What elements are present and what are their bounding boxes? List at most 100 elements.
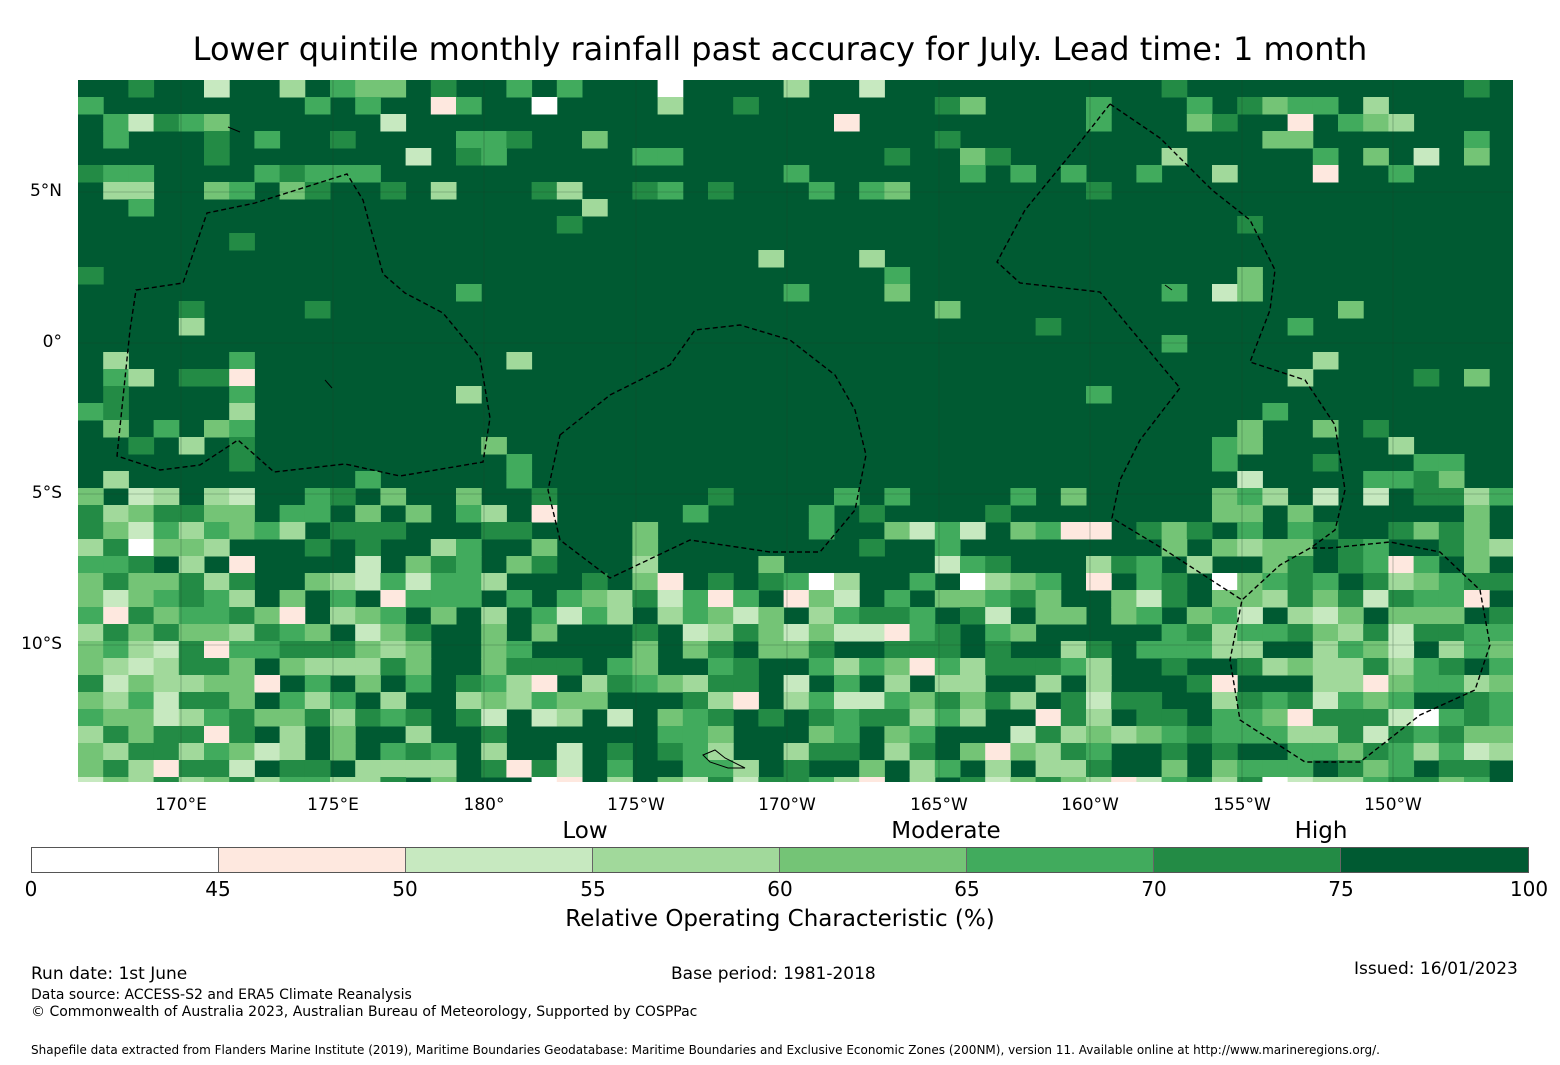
map-cell — [254, 641, 281, 659]
map-cell — [153, 675, 180, 693]
map-cell — [934, 675, 961, 693]
map-cell — [254, 624, 281, 642]
map-cell — [1237, 284, 1263, 302]
map-cell — [884, 624, 911, 642]
map-cell — [708, 726, 734, 744]
map-cell — [229, 352, 255, 370]
map-cell — [934, 658, 961, 676]
map-cell — [330, 658, 356, 676]
map-cell — [834, 777, 860, 782]
map-cell — [1312, 420, 1339, 438]
map-cell — [808, 573, 835, 591]
map-cell — [355, 607, 381, 625]
map-cell — [204, 573, 230, 591]
map-cell — [1338, 692, 1364, 710]
map-cell — [985, 573, 1011, 591]
map-cell — [808, 590, 835, 608]
map-cell — [607, 777, 633, 782]
map-cell — [204, 743, 230, 761]
map-cell — [1338, 726, 1364, 744]
map-cell — [78, 726, 104, 744]
map-cell — [1161, 539, 1188, 557]
map-cell — [380, 80, 407, 98]
map-cell — [430, 777, 457, 782]
map-cell — [682, 692, 709, 710]
map-cell — [1464, 624, 1490, 642]
map-cell — [330, 522, 356, 540]
map-cell — [128, 624, 155, 642]
map-cell — [254, 165, 281, 183]
map-cell — [430, 97, 457, 115]
map-cell — [1363, 760, 1389, 778]
map-cell — [78, 777, 104, 782]
map-cell — [1161, 658, 1188, 676]
map-cell — [1312, 726, 1339, 744]
map-cell — [279, 607, 306, 625]
map-cell — [1237, 522, 1263, 540]
map-cell — [1438, 641, 1465, 659]
map-cell — [1212, 539, 1238, 557]
map-cell — [657, 80, 684, 98]
map-cell — [1161, 709, 1188, 727]
map-cell — [1035, 658, 1062, 676]
map-cell — [204, 488, 230, 506]
map-cell — [884, 267, 911, 285]
map-cell — [733, 777, 759, 782]
map-cell — [229, 403, 255, 421]
map-cell — [1438, 471, 1465, 489]
map-cell — [934, 709, 961, 727]
lon-label-155w: 155°W — [1213, 795, 1271, 815]
map-cell — [934, 131, 961, 149]
legend-category-moderate: Moderate — [891, 818, 1001, 844]
map-cell — [128, 590, 155, 608]
map-cell — [103, 607, 129, 625]
map-cell — [682, 743, 709, 761]
map-cell — [708, 709, 734, 727]
map-cell — [153, 726, 180, 744]
map-cell — [1111, 692, 1137, 710]
map-cell — [456, 675, 482, 693]
map-cell — [1464, 522, 1490, 540]
map-cell — [859, 709, 885, 727]
map-cell — [103, 539, 129, 557]
map-cell — [456, 386, 482, 404]
eez-boundary-kiribati-gilbert — [116, 173, 491, 477]
map-cell — [254, 743, 281, 761]
map-cell — [1212, 726, 1238, 744]
map-cell — [103, 369, 129, 387]
map-cell — [506, 692, 533, 710]
map-cell — [178, 437, 205, 455]
map-cell — [1338, 301, 1364, 319]
map-cell — [1035, 590, 1062, 608]
chart-title: Lower quintile monthly rainfall past acc… — [192, 30, 1368, 68]
map-cell — [128, 182, 155, 200]
map-cell — [682, 777, 709, 782]
lon-label-180: 180° — [463, 795, 505, 815]
map-cell — [78, 590, 104, 608]
map-cell — [1489, 573, 1513, 591]
map-cell — [178, 318, 205, 336]
map-cell — [1237, 590, 1263, 608]
legend-category-high: High — [1294, 818, 1348, 844]
map-cell — [960, 573, 986, 591]
map-cell — [481, 709, 507, 727]
map-cell — [1438, 454, 1465, 472]
map-cell — [204, 182, 230, 200]
map-cell — [229, 726, 255, 744]
map-cell — [1111, 590, 1137, 608]
rainfall-accuracy-map — [78, 80, 1513, 782]
map-cell — [657, 709, 684, 727]
map-cell — [128, 709, 155, 727]
map-cell — [1010, 726, 1037, 744]
map-cell — [481, 658, 507, 676]
map-cell — [506, 352, 533, 370]
map-cell — [456, 488, 482, 506]
map-cell — [78, 488, 104, 506]
map-cell — [1363, 114, 1389, 132]
map-cell — [632, 675, 659, 693]
map-cell — [78, 522, 104, 540]
map-cell — [808, 607, 835, 625]
map-cell — [556, 80, 583, 98]
map-cell — [1212, 454, 1238, 472]
map-cell — [1237, 607, 1263, 625]
